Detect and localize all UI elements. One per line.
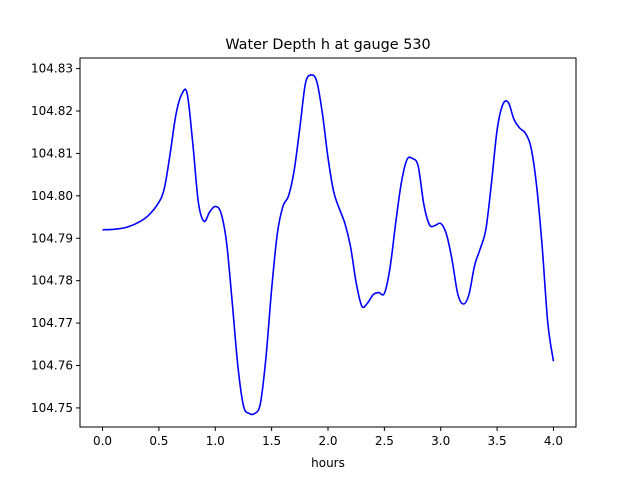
y-tick-label: 104.79 — [31, 231, 73, 245]
y-tick-label: 104.82 — [31, 104, 73, 118]
x-tick-label: 2.0 — [318, 434, 337, 448]
y-tick-label: 104.80 — [31, 189, 73, 203]
y-tick-label: 104.76 — [31, 359, 73, 373]
y-tick-label: 104.81 — [31, 146, 73, 160]
x-axis: 0.0 0.5 1.0 1.5 2.0 2.5 3.0 3.5 4.0 — [93, 427, 563, 448]
y-axis: 104.75 104.76 104.77 104.78 104.79 104.80 104.… — [31, 62, 80, 415]
axes-frame — [79, 57, 577, 428]
x-tick-label: 3.0 — [431, 434, 450, 448]
x-tick-label: 1.0 — [206, 434, 225, 448]
y-tick-label: 104.75 — [31, 401, 73, 415]
x-tick-label: 0.0 — [93, 434, 112, 448]
x-axis-label: hours — [311, 456, 345, 470]
x-tick-label: 1.5 — [262, 434, 281, 448]
x-tick-label: 2.5 — [375, 434, 394, 448]
y-tick-label: 104.78 — [31, 274, 73, 288]
plot-area — [102, 74, 555, 416]
y-tick-label: 104.77 — [31, 316, 73, 330]
series-line-0 — [102, 74, 555, 416]
x-tick-label: 4.0 — [544, 434, 563, 448]
y-tick-label: 104.83 — [31, 62, 73, 76]
x-tick-label: 3.5 — [488, 434, 507, 448]
x-tick-label: 0.5 — [149, 434, 168, 448]
chart-title: Water Depth h at gauge 530 — [225, 37, 430, 53]
